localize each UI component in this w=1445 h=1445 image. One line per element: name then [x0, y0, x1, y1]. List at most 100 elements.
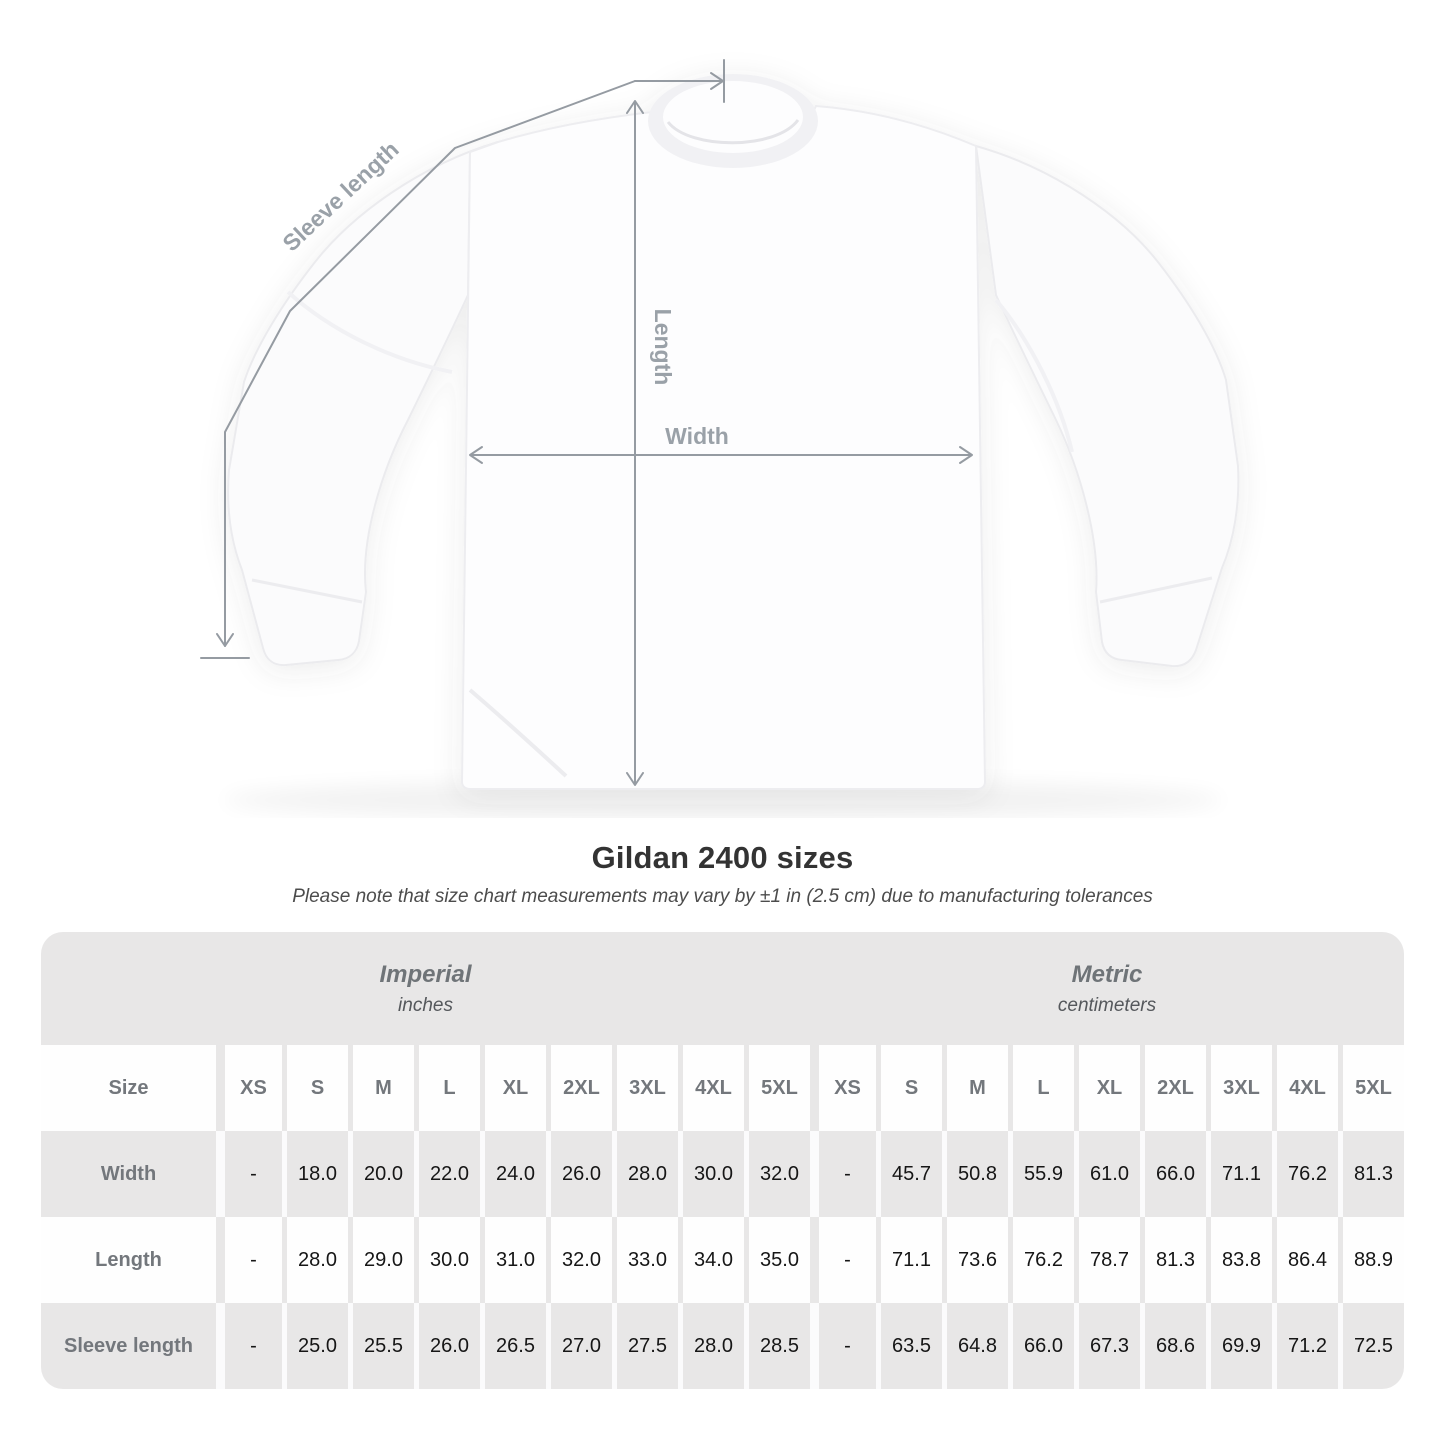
size-header: 4XL: [1272, 1045, 1338, 1131]
value-cell: -: [810, 1303, 876, 1389]
value-cell: -: [810, 1217, 876, 1303]
unit-header-band: Imperial inches Metric centimeters: [41, 932, 1404, 1045]
value-cell: 68.6: [1140, 1303, 1206, 1389]
size-header: 5XL: [1338, 1045, 1404, 1131]
value-cell: 26.0: [546, 1131, 612, 1217]
size-header: S: [876, 1045, 942, 1131]
value-cell: 61.0: [1074, 1131, 1140, 1217]
value-cell: 86.4: [1272, 1217, 1338, 1303]
value-cell: 83.8: [1206, 1217, 1272, 1303]
value-cell: 66.0: [1008, 1303, 1074, 1389]
size-header: XS: [216, 1045, 282, 1131]
value-cell: -: [810, 1131, 876, 1217]
value-cell: 81.3: [1338, 1131, 1404, 1217]
metric-label: Metric: [1071, 960, 1143, 988]
value-cell: 27.0: [546, 1303, 612, 1389]
value-cell: 55.9: [1008, 1131, 1074, 1217]
width-label: Width: [665, 423, 729, 449]
sleeve-length-arrow-down: [216, 633, 234, 647]
value-cell: 28.5: [744, 1303, 810, 1389]
value-cell: 28.0: [678, 1303, 744, 1389]
size-header: 4XL: [678, 1045, 744, 1131]
value-cell: 35.0: [744, 1217, 810, 1303]
shirt-wrinkle: [286, 290, 453, 374]
row-label: Width: [100, 1162, 157, 1185]
table-row-length: Length - 28.0 29.0 30.0 31.0 32.0 33.0 3…: [41, 1217, 1404, 1303]
value-cell: 78.7: [1074, 1217, 1140, 1303]
width-arrow-left: [469, 446, 483, 464]
shirt-collar-inner: [663, 81, 803, 153]
value-cell: -: [216, 1131, 282, 1217]
value-cell: 22.0: [414, 1131, 480, 1217]
imperial-label: Imperial: [379, 960, 472, 988]
width-arrow-right: [959, 446, 973, 464]
length-arrow-up: [626, 100, 644, 114]
table-row-sizes: Size XS S M L XL 2XL 3XL 4XL 5XL XS S M …: [41, 1045, 1404, 1131]
value-cell: 24.0: [480, 1131, 546, 1217]
value-cell: 64.8: [942, 1303, 1008, 1389]
value-cell: 25.5: [348, 1303, 414, 1389]
size-header: L: [1008, 1045, 1074, 1131]
size-header: M: [348, 1045, 414, 1131]
size-header: XL: [1074, 1045, 1140, 1131]
size-header: 3XL: [612, 1045, 678, 1131]
size-header: 3XL: [1206, 1045, 1272, 1131]
value-cell: 88.9: [1338, 1217, 1404, 1303]
value-cell: 26.5: [480, 1303, 546, 1389]
value-cell: 32.0: [744, 1131, 810, 1217]
value-cell: 71.1: [1206, 1131, 1272, 1217]
size-col-header: Size: [108, 1076, 149, 1099]
value-cell: 28.0: [612, 1131, 678, 1217]
shirt-collar-shadow: [666, 119, 800, 145]
value-cell: 67.3: [1074, 1303, 1140, 1389]
size-header: XL: [480, 1045, 546, 1131]
value-cell: 25.0: [282, 1303, 348, 1389]
value-cell: 76.2: [1008, 1217, 1074, 1303]
value-cell: 27.5: [612, 1303, 678, 1389]
shirt-wrinkle: [468, 688, 568, 778]
value-cell: 26.0: [414, 1303, 480, 1389]
value-cell: 34.0: [678, 1217, 744, 1303]
metric-unit: centimeters: [1057, 994, 1157, 1016]
value-cell: 69.9: [1206, 1303, 1272, 1389]
size-header: 5XL: [744, 1045, 810, 1131]
length-arrow-down: [626, 772, 644, 786]
size-header: S: [282, 1045, 348, 1131]
size-header: 2XL: [546, 1045, 612, 1131]
shirt-cuff-line-left: [251, 578, 363, 604]
title-block: Gildan 2400 sizes Please note that size …: [0, 840, 1445, 908]
size-header: 2XL: [1140, 1045, 1206, 1131]
imperial-unit: inches: [398, 994, 453, 1016]
shirt-wrinkle: [994, 298, 1074, 453]
value-cell: 63.5: [876, 1303, 942, 1389]
table-row-width: Width - 18.0 20.0 22.0 24.0 26.0 28.0 30…: [41, 1131, 1404, 1217]
value-cell: 71.2: [1272, 1303, 1338, 1389]
value-cell: 29.0: [348, 1217, 414, 1303]
size-header: XS: [810, 1045, 876, 1131]
shirt-illustration: [227, 74, 1240, 790]
metric-header: Metric centimeters: [810, 932, 1404, 1045]
size-header: L: [414, 1045, 480, 1131]
value-cell: 33.0: [612, 1217, 678, 1303]
value-cell: 66.0: [1140, 1131, 1206, 1217]
value-cell: 72.5: [1338, 1303, 1404, 1389]
value-cell: 30.0: [414, 1217, 480, 1303]
row-label: Length: [95, 1248, 162, 1271]
value-cell: 76.2: [1272, 1131, 1338, 1217]
value-cell: 31.0: [480, 1217, 546, 1303]
value-cell: 81.3: [1140, 1217, 1206, 1303]
value-cell: 45.7: [876, 1131, 942, 1217]
page-title: Gildan 2400 sizes: [591, 840, 854, 875]
shirt-cuff-line-right: [1099, 576, 1213, 604]
measurement-lines: [200, 59, 973, 786]
value-cell: 18.0: [282, 1131, 348, 1217]
imperial-header: Imperial inches: [41, 932, 810, 1045]
value-cell: 20.0: [348, 1131, 414, 1217]
value-cell: 71.1: [876, 1217, 942, 1303]
page-subtitle: Please note that size chart measurements…: [292, 886, 1153, 907]
value-cell: 73.6: [942, 1217, 1008, 1303]
value-cell: 28.0: [282, 1217, 348, 1303]
value-cell: 30.0: [678, 1131, 744, 1217]
value-cell: 50.8: [942, 1131, 1008, 1217]
shirt-right-sleeve: [974, 144, 1240, 668]
